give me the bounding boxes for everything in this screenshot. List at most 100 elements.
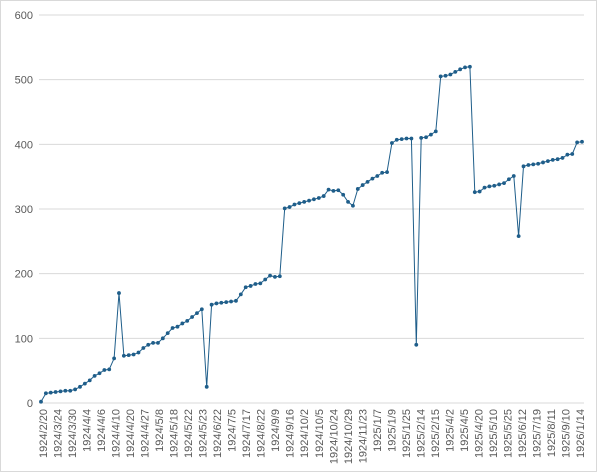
x-tick-label: 1925/4/5 (459, 409, 471, 452)
x-tick-label: 1925/5/10 (488, 409, 500, 458)
data-point (292, 202, 297, 207)
x-tick-label: 1925/1/25 (401, 409, 413, 458)
x-tick-label: 1924/8/22 (256, 409, 268, 458)
data-point (297, 201, 302, 206)
data-point (195, 311, 199, 316)
x-tick-label: 1925/9/10 (560, 409, 572, 458)
data-point (433, 129, 438, 134)
data-point (472, 190, 477, 195)
data-point (355, 187, 360, 191)
data-point (277, 274, 282, 279)
y-tick-label: 500 (15, 75, 33, 87)
data-point (351, 203, 355, 208)
data-point (565, 152, 570, 157)
data-point (477, 189, 482, 194)
data-point (404, 136, 409, 141)
data-point (468, 64, 472, 69)
data-point (482, 185, 487, 190)
data-point (238, 292, 243, 297)
x-tick-label: 1924/5/22 (183, 409, 195, 458)
x-tick-label: 1924/9/16 (285, 409, 297, 458)
x-axis-tick-labels: 1924/2/20 1924/3/24 1924/3/30 1924/4/4 1924/… (38, 409, 587, 464)
data-point (531, 162, 536, 167)
data-point (68, 388, 73, 393)
x-tick-label: 1924/4/27 (140, 409, 152, 458)
x-tick-label: 1925/1/9 (386, 409, 398, 452)
data-point (316, 196, 321, 200)
data-point (199, 307, 204, 312)
data-point (326, 187, 331, 192)
data-point (511, 174, 516, 178)
y-tick-label: 100 (15, 333, 33, 345)
data-point (268, 273, 272, 278)
x-tick-label: 1924/10/2 (299, 409, 311, 458)
data-point (424, 135, 428, 140)
data-point (126, 353, 131, 358)
data-point (282, 206, 287, 211)
data-point (545, 159, 550, 164)
data-point (458, 67, 463, 72)
data-point (385, 170, 389, 175)
x-tick-label: 1924/10/29 (343, 409, 355, 464)
x-tick-label: 1924/4/6 (96, 409, 108, 452)
x-tick-label: 1925/6/12 (517, 409, 529, 458)
data-point (48, 390, 53, 395)
data-point (341, 192, 346, 197)
data-point (394, 137, 399, 142)
gridlines (39, 14, 584, 404)
x-tick-label: 1925/8/11 (546, 409, 558, 457)
x-tick-label: 1924/4/4 (82, 409, 94, 452)
data-point (214, 301, 219, 306)
data-point (516, 234, 521, 239)
data-point (555, 157, 560, 162)
x-tick-label: 1924/11/23 (357, 409, 369, 463)
x-tick-label: 1924/5/8 (154, 409, 166, 452)
data-point (258, 281, 263, 286)
data-point (414, 342, 419, 347)
data-point (204, 384, 209, 389)
data-point (92, 373, 97, 378)
data-point (219, 300, 224, 305)
x-tick-label: 1924/10/24 (328, 409, 340, 464)
data-point (399, 137, 404, 142)
x-tick-label: 1925/4/20 (473, 409, 485, 458)
data-point (185, 318, 190, 323)
data-point (156, 340, 160, 345)
data-point (438, 74, 443, 79)
data-point (448, 72, 453, 77)
data-point (165, 331, 170, 336)
x-tick-label: 1924/7/5 (227, 409, 239, 452)
y-tick-label: 300 (15, 204, 33, 216)
data-point (550, 157, 555, 162)
data-point (541, 160, 545, 165)
data-point (536, 161, 541, 166)
data-point (107, 367, 112, 372)
data-point (570, 152, 575, 156)
x-tick-label: 1924/5/18 (169, 409, 181, 458)
x-tick-label: 1924/9/9 (270, 409, 282, 452)
x-tick-label: 1924/4/10 (111, 409, 123, 458)
data-point (39, 399, 43, 404)
data-point (521, 164, 526, 169)
data-point (78, 384, 82, 389)
data-point (146, 342, 151, 347)
x-tick-label: 1925/7/19 (531, 409, 543, 458)
y-tick-label: 600 (15, 10, 33, 22)
series-line-group (39, 64, 584, 404)
data-point (121, 353, 126, 358)
data-point (502, 181, 506, 186)
data-point (273, 275, 277, 279)
data-point (141, 346, 146, 350)
data-point (453, 70, 458, 74)
y-tick-label: 400 (15, 139, 33, 151)
x-tick-label: 1925/2/14 (415, 409, 427, 458)
data-point (580, 139, 584, 144)
data-point (287, 205, 292, 209)
data-point (370, 176, 375, 181)
x-tick-label: 1924/3/24 (53, 409, 65, 458)
data-point (463, 65, 467, 70)
x-tick-label: 1924/4/20 (125, 409, 137, 458)
data-point (492, 183, 497, 188)
